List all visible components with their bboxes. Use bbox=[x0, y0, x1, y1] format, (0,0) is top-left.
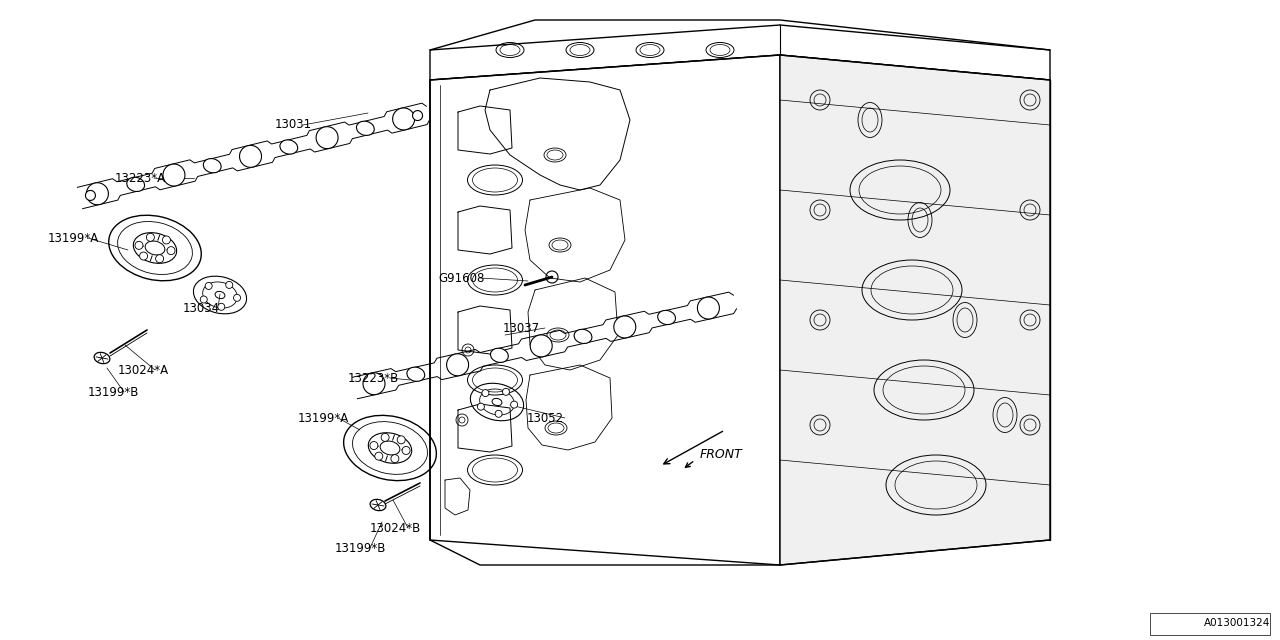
Ellipse shape bbox=[412, 111, 422, 120]
Circle shape bbox=[483, 390, 489, 397]
Text: 13199*A: 13199*A bbox=[49, 232, 100, 244]
Circle shape bbox=[511, 401, 517, 408]
Ellipse shape bbox=[239, 145, 261, 167]
Ellipse shape bbox=[575, 330, 591, 344]
Circle shape bbox=[402, 447, 410, 454]
Circle shape bbox=[503, 388, 509, 396]
Ellipse shape bbox=[356, 121, 374, 136]
Ellipse shape bbox=[447, 354, 468, 376]
Ellipse shape bbox=[490, 348, 508, 362]
Circle shape bbox=[140, 252, 147, 260]
Circle shape bbox=[381, 433, 389, 442]
Ellipse shape bbox=[407, 367, 425, 381]
Ellipse shape bbox=[393, 108, 415, 130]
Circle shape bbox=[397, 436, 406, 444]
Text: A013001324: A013001324 bbox=[1203, 618, 1270, 628]
Circle shape bbox=[163, 236, 170, 244]
Polygon shape bbox=[430, 55, 780, 565]
Polygon shape bbox=[780, 55, 1050, 565]
Ellipse shape bbox=[316, 127, 338, 148]
Text: 13034: 13034 bbox=[183, 301, 220, 314]
Polygon shape bbox=[430, 20, 1050, 80]
Text: 13024*A: 13024*A bbox=[118, 364, 169, 376]
Circle shape bbox=[390, 454, 399, 463]
FancyBboxPatch shape bbox=[1149, 613, 1270, 635]
Ellipse shape bbox=[127, 177, 145, 191]
Circle shape bbox=[146, 234, 155, 241]
Ellipse shape bbox=[658, 310, 676, 324]
Text: G91608: G91608 bbox=[438, 271, 484, 285]
Text: FRONT: FRONT bbox=[700, 449, 742, 461]
Ellipse shape bbox=[86, 191, 96, 200]
Circle shape bbox=[134, 241, 143, 250]
Text: 13031: 13031 bbox=[275, 118, 312, 131]
Text: 13223*B: 13223*B bbox=[348, 371, 399, 385]
Ellipse shape bbox=[698, 297, 719, 319]
Circle shape bbox=[218, 303, 225, 310]
Circle shape bbox=[233, 294, 241, 301]
Circle shape bbox=[370, 442, 378, 449]
Text: 13052: 13052 bbox=[527, 412, 564, 424]
Circle shape bbox=[200, 296, 207, 303]
Circle shape bbox=[495, 410, 502, 417]
Ellipse shape bbox=[280, 140, 298, 154]
Text: 13223*A: 13223*A bbox=[115, 172, 166, 184]
Text: 13024*B: 13024*B bbox=[370, 522, 421, 534]
Ellipse shape bbox=[163, 164, 186, 186]
Circle shape bbox=[156, 255, 164, 262]
Circle shape bbox=[477, 403, 484, 410]
Circle shape bbox=[375, 452, 383, 460]
Circle shape bbox=[225, 282, 233, 289]
Ellipse shape bbox=[204, 159, 221, 173]
Ellipse shape bbox=[614, 316, 636, 338]
Circle shape bbox=[205, 282, 212, 289]
Circle shape bbox=[166, 246, 175, 255]
Ellipse shape bbox=[86, 183, 109, 205]
Text: 13199*B: 13199*B bbox=[88, 385, 140, 399]
Text: 13037: 13037 bbox=[503, 321, 540, 335]
Text: 13199*B: 13199*B bbox=[335, 541, 387, 554]
Ellipse shape bbox=[530, 335, 552, 357]
Text: 13199*A: 13199*A bbox=[298, 412, 349, 424]
Ellipse shape bbox=[364, 372, 385, 395]
